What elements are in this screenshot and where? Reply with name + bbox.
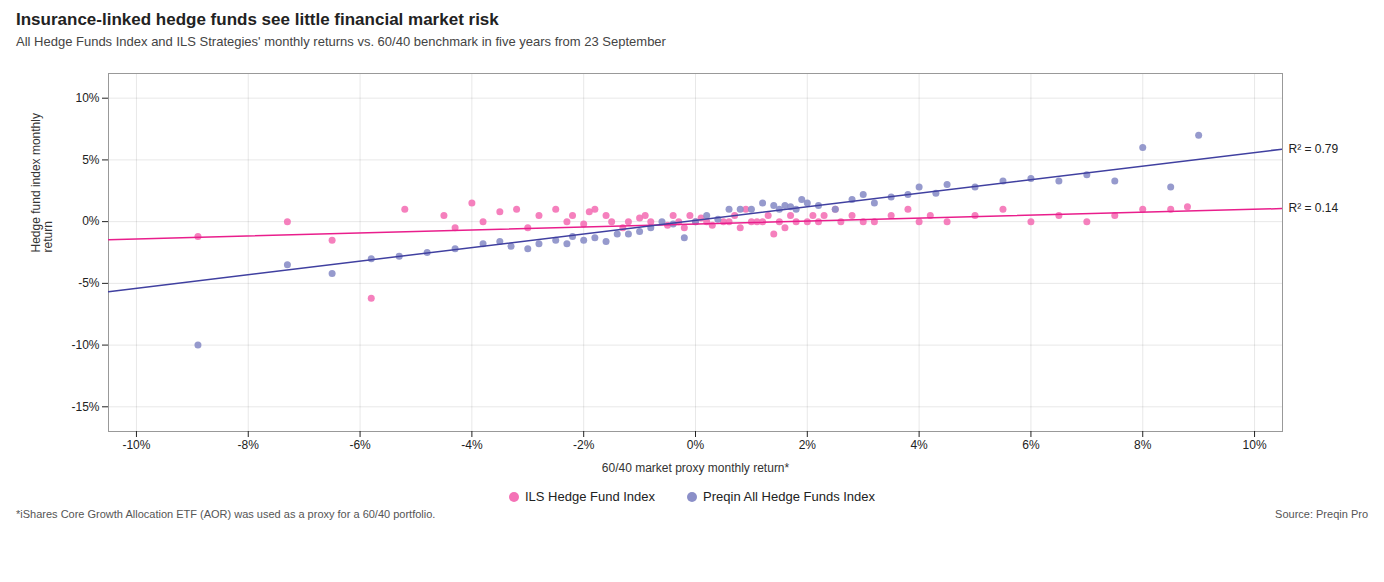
html-text:ILS Hedge Fund Index: ILS Hedge Fund Index [525,489,655,504]
svg-text:5%: 5% [82,153,100,167]
svg-text:10%: 10% [75,91,99,105]
html-text:Insurance-linked hedge funds s: Insurance-linked hedge funds see little … [16,10,499,29]
svg-text:10%: 10% [1243,438,1267,452]
html-text:All Hedge Funds Index and ILS: All Hedge Funds Index and ILS Strategies… [16,34,666,49]
svg-text:-10%: -10% [71,338,99,352]
svg-text:-6%: -6% [349,438,371,452]
svg-text:-2%: -2% [573,438,595,452]
svg-text:-4%: -4% [461,438,483,452]
svg-text:-15%: -15% [71,400,99,414]
html-text:Source: Preqin Pro: Source: Preqin Pro [1275,508,1368,520]
svg-text:0%: 0% [687,438,705,452]
svg-text:60/40 market proxy monthly ret: 60/40 market proxy monthly return* [602,461,790,475]
html-text:*iShares Core Growth Allocatio: *iShares Core Growth Allocation ETF (AOR… [16,508,436,520]
svg-text:R² = 0.79: R² = 0.79 [1289,142,1339,156]
svg-text:0%: 0% [82,214,100,228]
svg-text:R² = 0.14: R² = 0.14 [1289,201,1339,215]
html-text:Preqin All Hedge Funds Index: Preqin All Hedge Funds Index [703,489,875,504]
svg-text:Hedge fund index monthlyreturn: Hedge fund index monthlyreturn [29,113,55,252]
svg-text:4%: 4% [910,438,928,452]
svg-text:-8%: -8% [238,438,260,452]
svg-text:8%: 8% [1134,438,1152,452]
svg-text:-5%: -5% [78,276,100,290]
svg-text:6%: 6% [1022,438,1040,452]
svg-text:-10%: -10% [122,438,150,452]
svg-text:2%: 2% [799,438,817,452]
